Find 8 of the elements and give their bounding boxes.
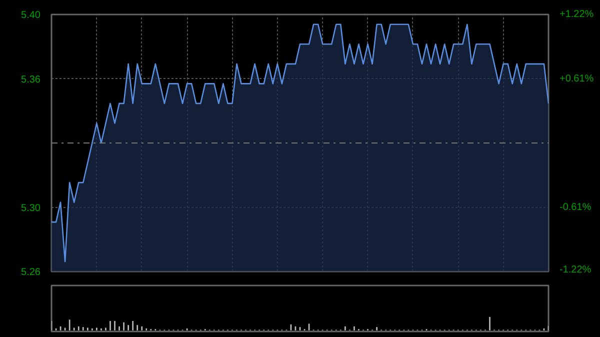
y-tick-label: 5.36 (21, 74, 41, 86)
y2-tick-label: +0.61% (560, 73, 594, 84)
y-tick-label: 5.26 (21, 267, 41, 278)
y-tick-label: 5.30 (21, 202, 41, 214)
y2-tick-label: -1.22% (560, 264, 592, 276)
y2-tick-label: +1.22% (560, 9, 594, 20)
y-tick-label: 5.40 (21, 10, 41, 21)
y2-tick-label: -0.61% (560, 202, 592, 213)
